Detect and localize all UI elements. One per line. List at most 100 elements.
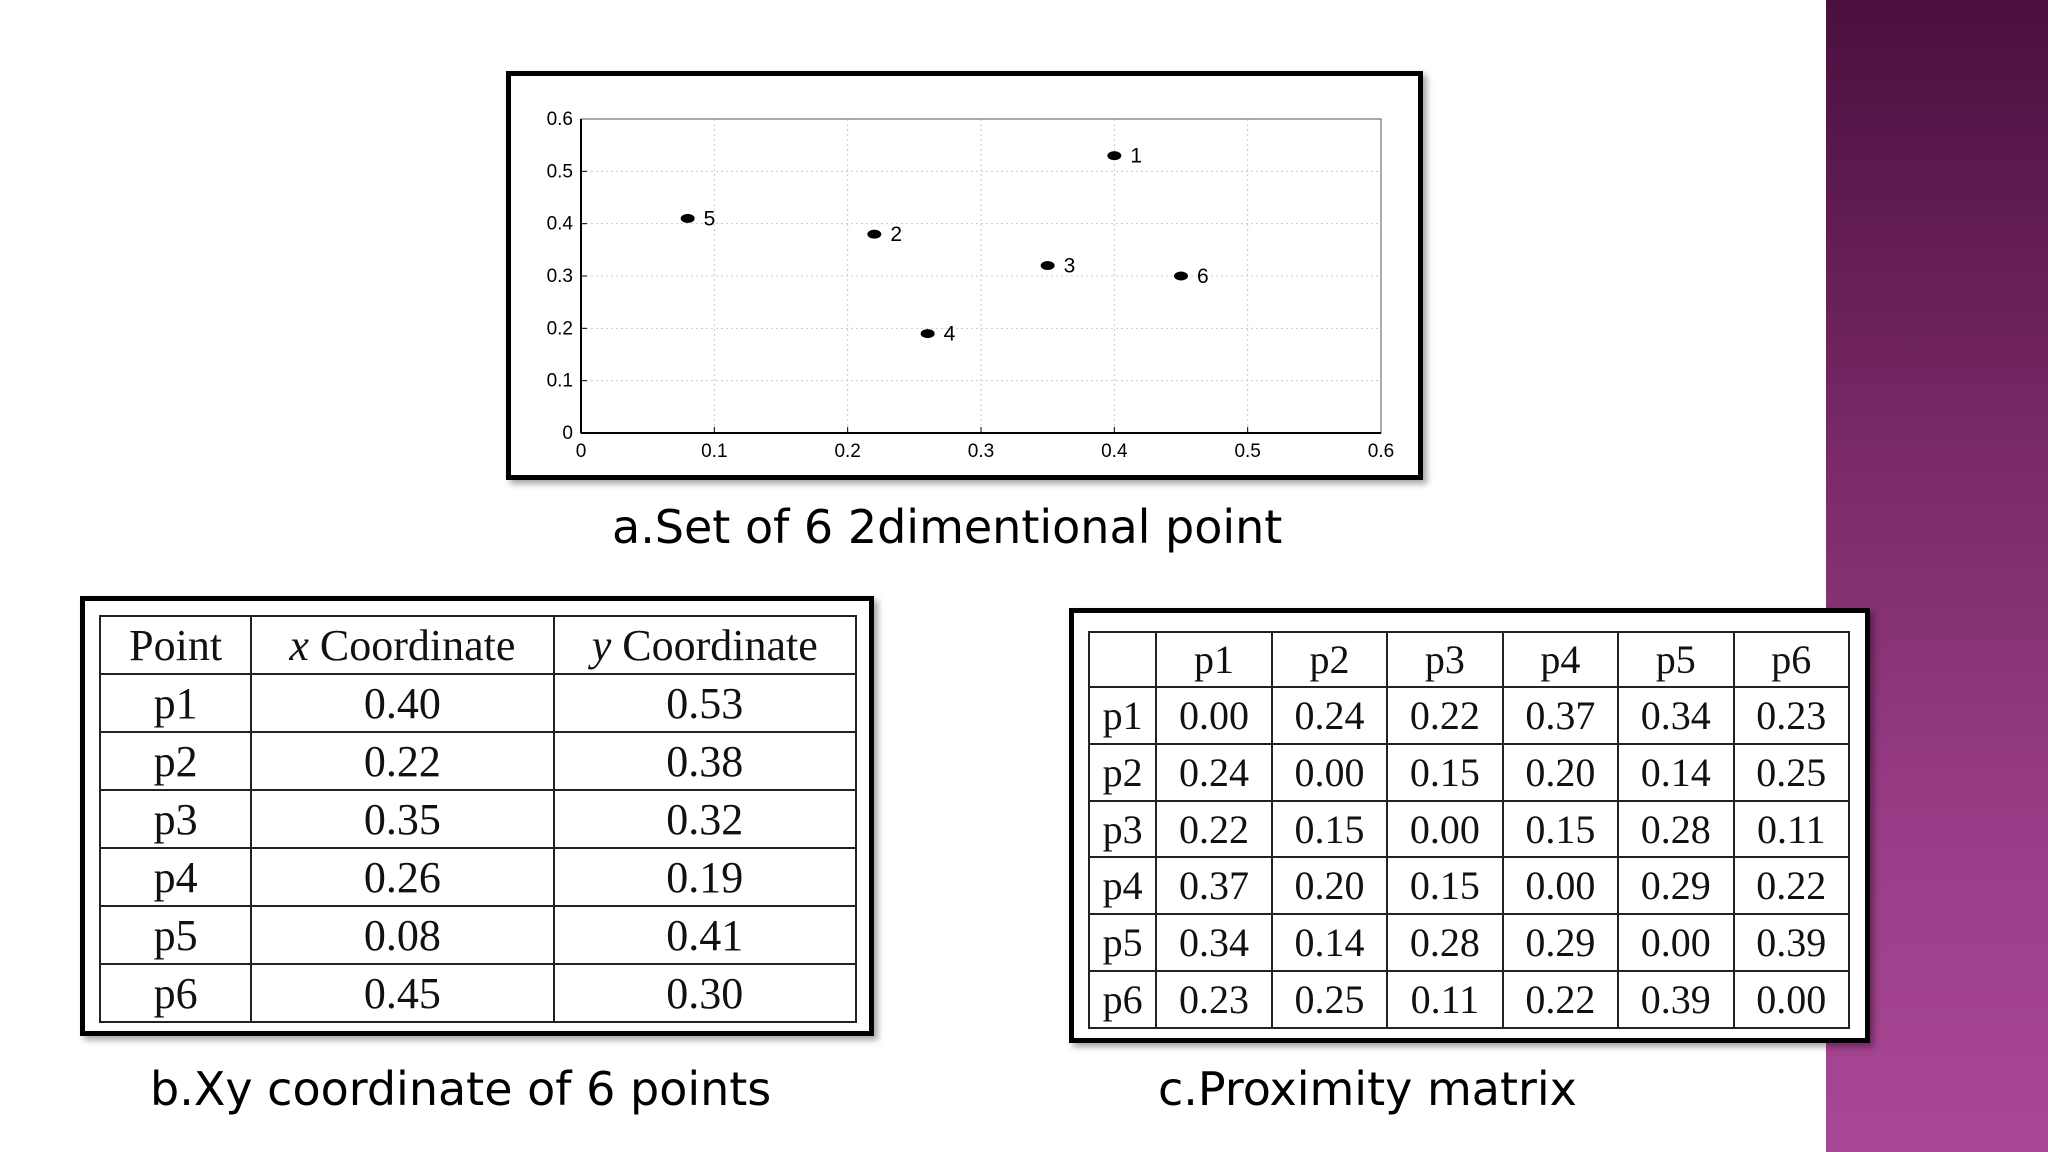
- y-tick-label: 0.5: [547, 161, 573, 182]
- header-x-coordinate: x Coordinate: [250, 615, 555, 675]
- y-tick-label: 0.6: [547, 109, 573, 130]
- x-tick-label: 0.5: [1234, 441, 1260, 462]
- matrix-cell: 0.00: [1732, 970, 1851, 1029]
- data-point-label: 3: [1064, 255, 1076, 278]
- coordinate-table: Point x Coordinate y Coordinate p1 0.40 0.…: [98, 615, 858, 1023]
- x-tick-label: 0.1: [701, 441, 727, 462]
- matrix-cell: 0.22: [1386, 686, 1504, 745]
- matrix-cell: 0.15: [1386, 742, 1504, 802]
- matrix-cell: 0.00: [1386, 799, 1504, 859]
- table-row: p4 0.26 0.19: [98, 847, 858, 907]
- matrix-cell: 0.39: [1732, 913, 1851, 973]
- point-label: p5: [98, 905, 253, 965]
- scatter-plot: 00 0.1 0.1 0.2 0.2 0.3 0.3 0.4 0.4 0.5 0.5 0.6 0.6 1 2…: [547, 109, 1395, 462]
- header-x-var: x: [289, 620, 309, 670]
- y-value: 0.41: [552, 905, 858, 965]
- x-value: 0.35: [250, 789, 555, 849]
- matrix-cell: 0.25: [1732, 742, 1851, 802]
- x-tick-label: 0: [576, 441, 587, 462]
- matrix-cell: 0.34: [1155, 913, 1273, 973]
- matrix-row-header: p1: [1087, 686, 1158, 745]
- matrix-row-header: p5: [1087, 913, 1158, 973]
- x-tick-label: 0.3: [968, 441, 994, 462]
- data-point-label: 6: [1197, 265, 1209, 288]
- matrix-cell: 0.24: [1270, 686, 1389, 745]
- header-x-rest: Coordinate: [308, 620, 516, 670]
- header-y-rest: Coordinate: [611, 620, 818, 670]
- table-row: p5 0.34 0.14 0.28 0.29 0.00 0.39: [1087, 913, 1851, 973]
- coordinate-table-header: Point x Coordinate y Coordinate: [98, 615, 858, 675]
- caption-a: a.Set of 6 2dimentional point: [612, 500, 1283, 554]
- matrix-column-header: p2: [1270, 631, 1389, 688]
- y-tick-label: 0.2: [547, 318, 573, 339]
- y-value: 0.30: [552, 963, 858, 1023]
- matrix-cell: 0.00: [1501, 856, 1620, 916]
- matrix-cell: 0.22: [1501, 970, 1620, 1029]
- matrix-cell: 0.34: [1617, 686, 1735, 745]
- data-point: [680, 213, 695, 223]
- matrix-cell: 0.00: [1617, 913, 1735, 973]
- data-point-label: 2: [890, 223, 902, 246]
- data-point: [867, 229, 882, 239]
- table-row: p4 0.37 0.20 0.15 0.00 0.29 0.22: [1087, 856, 1851, 916]
- data-point: [1107, 151, 1122, 161]
- matrix-cell: 0.39: [1617, 970, 1735, 1029]
- matrix-row-header: p3: [1087, 799, 1158, 859]
- x-value: 0.22: [250, 731, 555, 791]
- data-point-label: 1: [1130, 145, 1142, 168]
- matrix-cell: 0.14: [1270, 913, 1389, 973]
- y-value: 0.38: [552, 731, 858, 791]
- matrix-cell: 0.22: [1155, 799, 1273, 859]
- data-point: [1040, 261, 1055, 271]
- y-value: 0.19: [552, 847, 858, 907]
- x-value: 0.40: [250, 673, 555, 733]
- matrix-cell: 0.11: [1732, 799, 1851, 859]
- scatter-plot-frame: 0 0 0.1 0.1 0.2 0.2 0.3 0.3 0.4 0.4 0.5 0.5 0.6 0.6 1 2…: [506, 71, 1423, 480]
- matrix-cell: 0.00: [1155, 686, 1273, 745]
- y-tick-label: 0.3: [547, 266, 573, 287]
- matrix-row-header: p6: [1087, 970, 1158, 1029]
- matrix-cell: 0.37: [1501, 686, 1620, 745]
- matrix-cell: 0.29: [1501, 913, 1620, 973]
- y-value: 0.32: [552, 789, 858, 849]
- matrix-row-header: p4: [1087, 856, 1158, 916]
- matrix-column-header: p3: [1386, 631, 1504, 688]
- table-row: p5 0.08 0.41: [98, 905, 858, 965]
- matrix-corner-cell: [1087, 631, 1158, 688]
- matrix-cell: 0.14: [1617, 742, 1735, 802]
- x-value: 0.26: [250, 847, 555, 907]
- matrix-cell: 0.00: [1270, 742, 1389, 802]
- matrix-cell: 0.15: [1386, 856, 1504, 916]
- data-point-label: 5: [704, 207, 716, 230]
- matrix-cell: 0.15: [1501, 799, 1620, 859]
- matrix-cell: 0.20: [1270, 856, 1389, 916]
- table-row: p1 0.00 0.24 0.22 0.37 0.34 0.23: [1087, 686, 1851, 745]
- matrix-cell: 0.25: [1270, 970, 1389, 1029]
- proximity-matrix: p1 p2 p3 p4 p5 p6 p1 0.00 0.24 0.22 0.37 0.34 0.23 p…: [1087, 631, 1851, 1029]
- point-label: p2: [98, 731, 253, 791]
- y-tick-label: 0: [562, 423, 573, 444]
- matrix-cell: 0.22: [1732, 856, 1851, 916]
- x-value: 0.45: [250, 963, 555, 1023]
- matrix-column-header: p4: [1501, 631, 1620, 688]
- table-row: p3 0.22 0.15 0.00 0.15 0.28 0.11: [1087, 799, 1851, 859]
- data-point-label: 4: [944, 323, 956, 346]
- point-label: p4: [98, 847, 253, 907]
- point-label: p1: [98, 673, 253, 733]
- point-label: p3: [98, 789, 253, 849]
- table-row: p2 0.22 0.38: [98, 731, 858, 791]
- x-value: 0.08: [250, 905, 555, 965]
- caption-b: b.Xy coordinate of 6 points: [150, 1062, 772, 1116]
- data-point: [1174, 271, 1188, 281]
- matrix-cell: 0.37: [1155, 856, 1273, 916]
- coordinate-table-frame: Point x Coordinate y Coordinate p1 0.40 0.…: [80, 596, 874, 1036]
- y-tick-label: 0.1: [547, 371, 573, 392]
- matrix-cell: 0.20: [1501, 742, 1620, 802]
- matrix-row-header: p2: [1087, 742, 1158, 802]
- matrix-cell: 0.29: [1617, 856, 1735, 916]
- table-row: p3 0.35 0.32: [98, 789, 858, 849]
- table-row: p2 0.24 0.00 0.15 0.20 0.14 0.25: [1087, 742, 1851, 802]
- matrix-cell: 0.28: [1617, 799, 1735, 859]
- matrix-cell: 0.28: [1386, 913, 1504, 973]
- x-tick-label: 0.6: [1368, 441, 1394, 462]
